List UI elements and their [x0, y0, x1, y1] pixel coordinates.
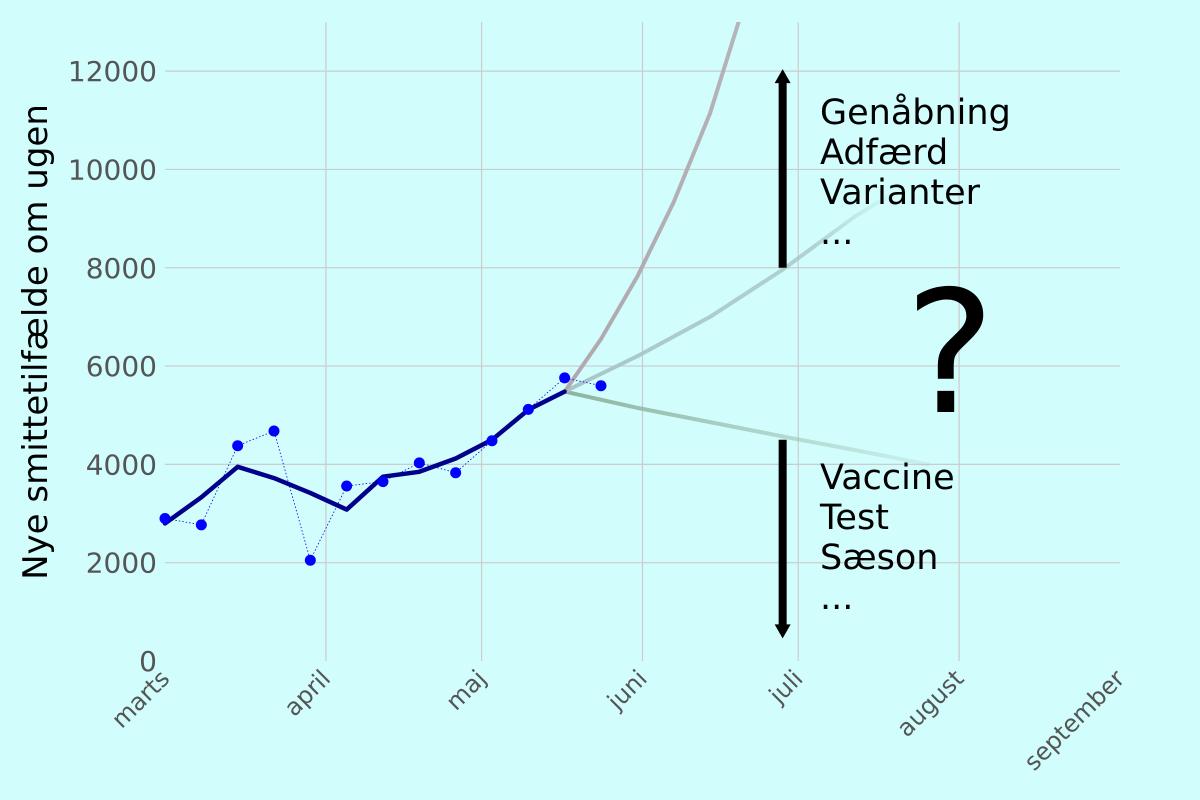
x-tick-label: august: [891, 664, 969, 742]
x-axis-ticks: marts april maj juni juli august september: [106, 664, 1130, 776]
lower-factor-1: Vaccine: [820, 458, 955, 498]
observed-point: [268, 425, 280, 437]
y-tick-label: 0: [139, 645, 157, 678]
y-tick-label: 10000: [68, 153, 157, 186]
observed-point: [413, 457, 425, 469]
upper-factor-3: Varianter: [820, 173, 981, 213]
observed-point: [304, 554, 316, 566]
observed-point: [195, 519, 207, 531]
upper-factor-2: Adfærd: [820, 133, 948, 173]
grid: [165, 22, 1120, 661]
series: [159, 22, 930, 566]
scenario-mid-line: [562, 192, 894, 394]
up-arrow: [774, 69, 791, 268]
observed-point: [559, 372, 571, 384]
y-tick-label: 4000: [86, 448, 157, 481]
observed-point: [450, 467, 462, 479]
observed-point: [341, 480, 353, 492]
lower-factor-2: Test: [819, 498, 889, 538]
y-tick-label: 8000: [86, 252, 157, 285]
lower-factor-more: ...: [820, 578, 853, 618]
question-mark: ?: [905, 255, 995, 453]
upper-factor-1: Genåbning: [820, 92, 1011, 133]
y-tick-label: 2000: [86, 547, 157, 580]
x-tick-label: april: [279, 664, 336, 721]
observed-point: [595, 380, 607, 392]
x-tick-label: september: [1019, 664, 1131, 776]
x-tick-label: juli: [763, 664, 808, 709]
upper-factor-more: ...: [820, 213, 853, 253]
scenario-low-line: [562, 389, 930, 467]
y-axis-label: Nye smittetilfælde om ugen: [16, 104, 56, 580]
observed-point: [377, 476, 389, 488]
observed-point: [159, 512, 171, 524]
y-tick-label: 12000: [68, 55, 157, 88]
annotations: Genåbning Adfærd Varianter ... Vaccine T…: [774, 69, 1011, 639]
scenario-high-line: [562, 22, 741, 394]
y-axis-ticks: 0 2000 4000 6000 8000 10000 12000: [68, 55, 157, 678]
observed-point: [232, 440, 244, 452]
y-tick-label: 6000: [86, 350, 157, 383]
smoothed-line: [162, 389, 567, 526]
observed-point: [522, 403, 534, 415]
observed-point: [486, 435, 498, 447]
x-tick-label: juni: [601, 664, 652, 715]
down-arrow: [774, 439, 791, 639]
lower-factor-3: Sæson: [820, 538, 938, 578]
x-tick-label: maj: [440, 664, 491, 715]
